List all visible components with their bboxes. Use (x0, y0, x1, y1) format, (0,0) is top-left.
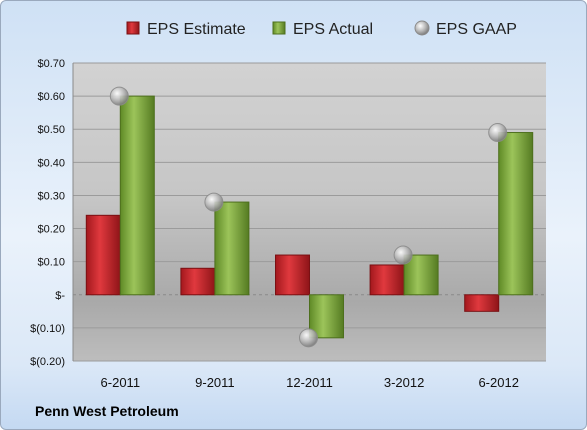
y-tick-label: $0.60 (37, 91, 65, 103)
x-tick-label: 12-2011 (286, 375, 333, 390)
eps-chart: EPS Estimate EPS Actual EPS GAAP $(0.20)$(… (30, 20, 546, 390)
legend-label: EPS GAAP (436, 21, 517, 38)
y-axis: $(0.20) $(0.10) $- $0.10 $0.20 $0.30 $0.40 $0.5… (30, 58, 74, 368)
x-axis: 6-2011 9-2011 12-2011 3-2012 6-2012 (101, 375, 519, 390)
y-tick-label: $(0.10) (30, 323, 65, 335)
eps-estimate-bar (180, 267, 216, 296)
legend-label: EPS Actual (293, 21, 373, 38)
legend-estimate-swatch (126, 21, 140, 35)
y-tick-label: $0.70 (37, 58, 65, 70)
eps-gaap-point (488, 123, 508, 143)
company-name: Penn West Petroleum (35, 403, 179, 419)
eps-estimate-bar (369, 264, 405, 296)
eps-gaap-point (204, 192, 224, 212)
bars (85, 95, 534, 339)
x-tick-label: 6-2012 (478, 375, 518, 390)
eps-estimate-bar (85, 214, 121, 296)
eps-estimate-bar (464, 294, 500, 312)
y-tick-label: $0.10 (37, 257, 65, 269)
y-tick-label: $- (55, 290, 65, 302)
y-tick-label: $0.20 (37, 224, 65, 236)
y-tick-label: $0.30 (37, 190, 65, 202)
eps-actual-bar (214, 201, 250, 296)
eps-gaap-point (109, 86, 129, 106)
gaap-points (109, 86, 508, 348)
eps-actual-bar (119, 95, 155, 296)
eps-actual-bar (309, 294, 344, 339)
y-tick-label: $0.50 (37, 124, 65, 136)
x-tick-label: 3-2012 (384, 375, 424, 390)
eps-gaap-point (393, 245, 413, 265)
legend: EPS Estimate EPS Actual EPS GAAP (126, 20, 517, 38)
legend-label: EPS Estimate (147, 21, 246, 38)
x-tick-label: 9-2011 (195, 375, 235, 390)
eps-actual-bar (498, 132, 534, 296)
x-tick-label: 6-2011 (101, 375, 141, 390)
legend-gaap-swatch (414, 20, 430, 36)
eps-actual-bar (403, 254, 439, 296)
y-tick-label: $(0.20) (30, 356, 65, 368)
y-tick-label: $0.40 (37, 157, 65, 169)
eps-gaap-point (299, 328, 318, 348)
legend-actual-swatch (272, 21, 286, 35)
eps-estimate-bar (275, 254, 310, 296)
